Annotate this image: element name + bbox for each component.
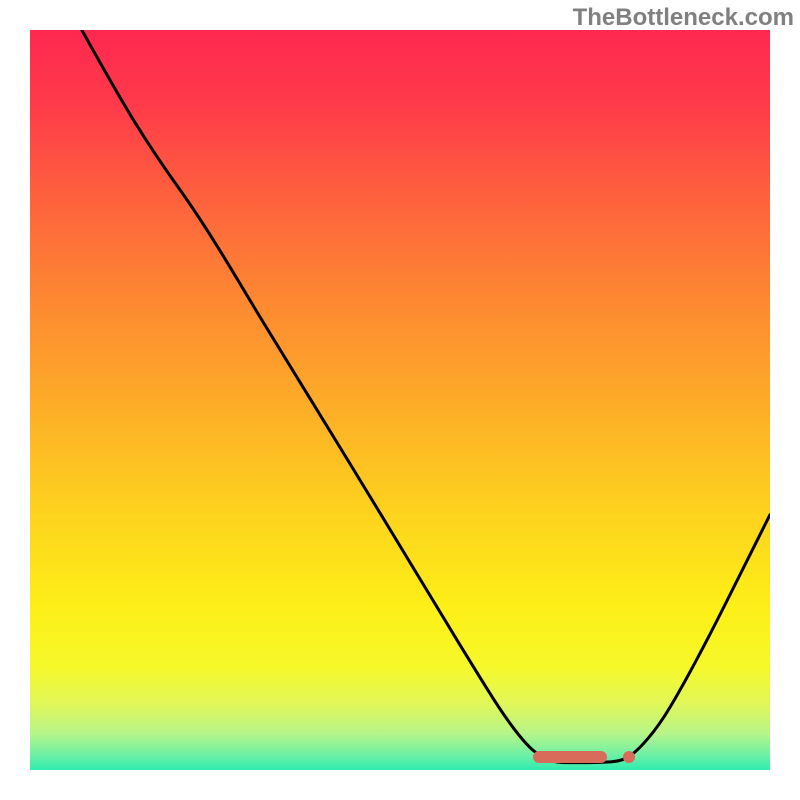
bottleneck-curve [30, 30, 770, 770]
bottleneck-chart [30, 30, 770, 770]
curve-line [82, 30, 770, 763]
site-watermark: TheBottleneck.com [573, 4, 794, 32]
optimal-range-marker [533, 751, 607, 763]
